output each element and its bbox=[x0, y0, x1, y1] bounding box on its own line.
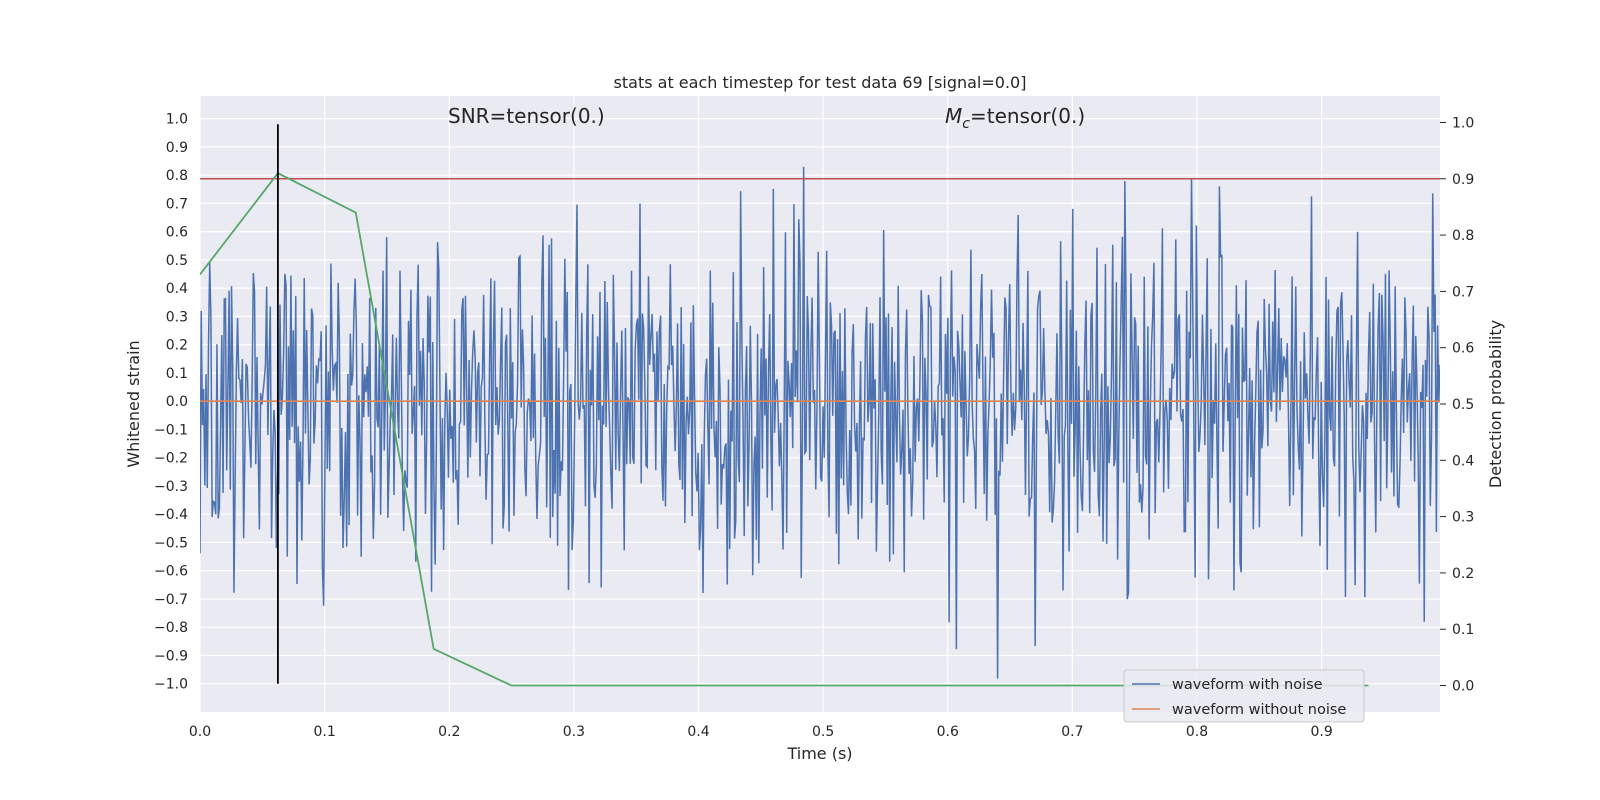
y-tick-label: 0.4 bbox=[166, 281, 188, 297]
y-tick-label: −1.0 bbox=[154, 677, 188, 693]
y-tick-label: 0.0 bbox=[166, 394, 188, 410]
y-tick-label: −0.4 bbox=[154, 507, 188, 523]
y-tick-label: −0.7 bbox=[154, 592, 188, 608]
y-tick-label: 0.5 bbox=[166, 253, 188, 269]
x-tick-label: 0.9 bbox=[1310, 724, 1332, 740]
y-tick-label: 0.2 bbox=[166, 338, 188, 354]
x-tick-label: 0.6 bbox=[937, 724, 959, 740]
y2-tick-label: 0.6 bbox=[1452, 341, 1474, 357]
y2-tick-label: 0.5 bbox=[1452, 397, 1474, 413]
chart-title: stats at each timestep for test data 69 … bbox=[614, 73, 1027, 92]
y2-axis-label: Detection probability bbox=[1486, 320, 1505, 488]
y-tick-label: 0.3 bbox=[166, 309, 188, 325]
legend-label-noise: waveform with noise bbox=[1172, 677, 1323, 693]
x-axis-label: Time (s) bbox=[786, 744, 852, 763]
mc-symbol: M bbox=[945, 104, 962, 128]
y-tick-label: −0.1 bbox=[154, 422, 188, 438]
y-tick-label: −0.8 bbox=[154, 620, 188, 636]
mc-subscript: c bbox=[962, 116, 970, 132]
y-tick-label: −0.6 bbox=[154, 564, 188, 580]
x-tick-label: 0.8 bbox=[1186, 724, 1208, 740]
legend-label-clean: waveform without noise bbox=[1172, 702, 1346, 718]
y-tick-label: −0.9 bbox=[154, 648, 188, 664]
y-tick-label: 0.6 bbox=[166, 225, 188, 241]
y2-tick-label: 1.0 bbox=[1452, 115, 1474, 131]
x-tick-label: 0.1 bbox=[313, 724, 335, 740]
y-tick-label: −0.2 bbox=[154, 451, 188, 467]
y2-tick-label: 0.3 bbox=[1452, 510, 1474, 526]
y-tick-label: 0.7 bbox=[166, 196, 188, 212]
y-tick-label: 0.9 bbox=[166, 140, 188, 156]
legend: waveform with noise waveform without noi… bbox=[1123, 669, 1365, 723]
x-tick-label: 0.7 bbox=[1061, 724, 1083, 740]
y-axis-label: Whitened strain bbox=[124, 340, 143, 467]
y-tick-label: 1.0 bbox=[166, 112, 188, 128]
x-tick-label: 0.5 bbox=[812, 724, 834, 740]
y2-tick-label: 0.8 bbox=[1452, 228, 1474, 244]
mc-annotation: Mc=tensor(0.) bbox=[945, 104, 1085, 132]
x-tick-label: 0.3 bbox=[563, 724, 585, 740]
mc-rest: =tensor(0.) bbox=[970, 104, 1085, 128]
y-tick-label: −0.3 bbox=[154, 479, 188, 495]
y-tick-label: 0.1 bbox=[166, 366, 188, 382]
y-tick-label: −0.5 bbox=[154, 535, 188, 551]
y2-tick-label: 0.4 bbox=[1452, 453, 1474, 469]
series-waveform-with-noise bbox=[200, 166, 1440, 679]
y2-tick-label: 0.1 bbox=[1452, 622, 1474, 638]
y-tick-label: 0.8 bbox=[166, 168, 188, 184]
y2-tick-label: 0.2 bbox=[1452, 566, 1474, 582]
y2-tick-label: 0.7 bbox=[1452, 284, 1474, 300]
snr-annotation: SNR=tensor(0.) bbox=[448, 104, 605, 128]
x-tick-label: 0.0 bbox=[189, 724, 211, 740]
y2-tick-label: 0.9 bbox=[1452, 172, 1474, 188]
y2-tick-label: 0.0 bbox=[1452, 679, 1474, 695]
x-tick-label: 0.2 bbox=[438, 724, 460, 740]
x-tick-label: 0.4 bbox=[687, 724, 709, 740]
legend-box bbox=[1123, 669, 1365, 723]
